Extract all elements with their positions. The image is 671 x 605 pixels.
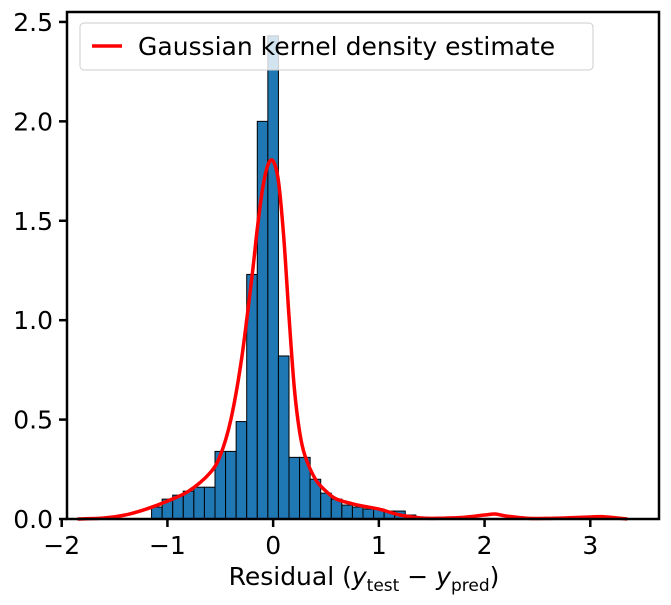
x-tick-label: 2 <box>477 531 493 560</box>
x-tick-label: 0 <box>265 531 281 560</box>
plot-frame <box>65 10 661 521</box>
y-tick-label: 2.0 <box>13 107 53 136</box>
legend-label-kde: Gaussian kernel density estimate <box>138 32 555 61</box>
x-axis-label: Residual (ytest − ypred) <box>229 562 500 596</box>
histogram-bar <box>351 506 364 520</box>
histogram-bar <box>203 486 216 520</box>
y-tick-label: 0.5 <box>13 406 53 435</box>
x-axis-ticks: −2 −1 0 1 2 3 <box>43 519 598 560</box>
kde-curve <box>77 158 628 521</box>
histogram-bar <box>267 35 279 520</box>
x-tick-label: −2 <box>43 531 80 560</box>
x-tick-label: −1 <box>149 531 186 560</box>
histogram-bar <box>235 421 248 520</box>
y-axis-ticks: 0.0 0.5 1.0 1.5 2.0 2.5 <box>13 8 67 534</box>
histogram-bar <box>225 450 237 520</box>
histogram-bar <box>193 486 205 520</box>
histogram-bar <box>182 490 195 520</box>
legend-box <box>79 22 594 71</box>
x-tick-label: 1 <box>371 531 387 560</box>
histogram-bar <box>320 492 332 520</box>
histogram-bar <box>288 456 301 520</box>
histogram-bar <box>362 508 375 520</box>
histogram-bar <box>277 355 290 520</box>
histogram-bar <box>151 506 163 520</box>
y-tick-label: 1.0 <box>13 306 53 335</box>
legend: Gaussian kernel density estimate <box>79 22 594 71</box>
x-tick-label: 3 <box>582 531 598 560</box>
y-tick-label: 1.5 <box>13 207 53 236</box>
histogram-bar <box>341 504 353 520</box>
y-tick-label: 0.0 <box>13 505 53 534</box>
y-tick-label: 2.5 <box>13 8 53 37</box>
